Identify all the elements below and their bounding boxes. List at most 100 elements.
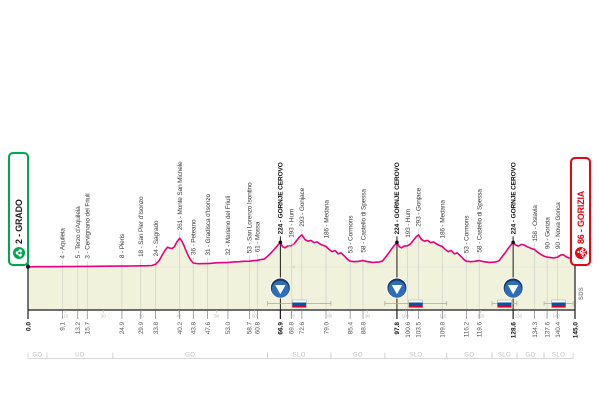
km-label: 140.4 xyxy=(555,322,562,338)
start-town-emblem-icon xyxy=(13,247,25,259)
km-label: 88.8 xyxy=(360,322,367,335)
km-label: 103.5 xyxy=(416,322,423,338)
province-label: UD xyxy=(75,353,85,359)
gpm-down-triangle-icon xyxy=(275,285,286,295)
axis-km-number: 20 xyxy=(101,314,106,319)
axis-km-number: 40 xyxy=(177,314,182,319)
finish-label-box: 86 - GORIZIA xyxy=(570,157,591,266)
waypoint-label: 193 - Hum xyxy=(289,209,296,238)
waypoint-label: 293 - Gonjace xyxy=(416,187,423,226)
axis-km-number: 110 xyxy=(440,314,447,319)
waypoint-label: 3 - Cervignano del Friuli xyxy=(85,193,92,258)
slovenia-flag-red-stripe xyxy=(292,305,307,308)
border-section xyxy=(384,299,448,308)
finish-cyclist-icon xyxy=(575,247,587,259)
route-elevation-trace xyxy=(27,234,576,268)
slovenia-flag-blue-stripe xyxy=(408,302,423,305)
waypoint-label: 32 - Mariano del Friuli xyxy=(225,196,232,255)
km-label: 134.3 xyxy=(532,322,539,338)
waypoint-label: 53 - Cormons xyxy=(464,215,471,253)
axis-km-number: 100 xyxy=(402,314,410,319)
km-label: 40.2 xyxy=(177,322,184,335)
waypoint-label: 186 - Medana xyxy=(440,200,447,239)
axis-km-number: 30 xyxy=(139,314,144,319)
slovenia-flag-white-stripe xyxy=(408,300,423,303)
km-label: 15.7 xyxy=(85,322,92,335)
axis-km-number: 120 xyxy=(477,314,485,319)
km-label: 85.4 xyxy=(348,322,355,335)
province-label: SLO xyxy=(498,353,511,359)
waypoint-label: 31 - Gradisca d'Isonzo xyxy=(205,194,212,256)
axis-km-number: 140 xyxy=(553,314,561,319)
province-label: SLO xyxy=(552,353,565,359)
waypoint-label: 61 - Mossa xyxy=(255,221,262,252)
km-label: 128.6 xyxy=(510,322,517,339)
km-label: 116.2 xyxy=(464,322,471,338)
waypoint-label: 293 - Gonjace xyxy=(299,187,306,226)
start-dot xyxy=(26,264,30,269)
axis-km-number: 90 xyxy=(365,314,370,319)
waypoint-label: 90 - Nova Gorica xyxy=(555,202,562,249)
climb-pass-dot xyxy=(395,240,399,245)
slovenia-flag-icon xyxy=(497,299,512,308)
slovenia-flag-blue-stripe xyxy=(292,302,307,305)
slovenia-flag-red-stripe xyxy=(497,305,512,308)
province-label: GO xyxy=(185,353,195,359)
border-section xyxy=(491,299,518,308)
km-label: 9.1 xyxy=(60,322,67,331)
slovenia-flag-white-stripe xyxy=(551,300,566,303)
km-label: 58.7 xyxy=(247,322,254,335)
km-label: 100.6 xyxy=(405,322,412,338)
slovenia-flag-icon xyxy=(292,299,307,308)
elevation-scale-label: 0 xyxy=(293,265,296,270)
waypoint-label: 90 - Gorizia xyxy=(544,217,551,249)
axis-km-number: 70 xyxy=(290,314,295,319)
slovenia-flag-white-stripe xyxy=(497,300,512,303)
axis-km-number: 130 xyxy=(515,314,523,319)
waypoint-label: 53 - Cormons xyxy=(348,215,355,253)
waypoint-label: 261 - Monte San Michele xyxy=(177,161,184,230)
waypoint-label: 53 - San Lorenzo Isontino xyxy=(247,182,254,253)
climb-label: 224 - GORNJE CEROVO xyxy=(278,162,285,234)
slovenia-flag-white-stripe xyxy=(292,300,307,303)
waypoint-label: 58 - Castello di Spessa xyxy=(477,189,484,253)
axis-km-number: 60 xyxy=(252,314,257,319)
axis-km-number: 50 xyxy=(214,314,219,319)
waypoint-label: 5 - Terzo d'Aquileia xyxy=(75,206,82,258)
waypoint-label: 4 - Aquileia xyxy=(60,228,67,259)
province-label: GO xyxy=(525,353,535,359)
border-section xyxy=(543,299,574,308)
km-label: 29.9 xyxy=(138,322,145,335)
km-label: 13.2 xyxy=(75,322,82,335)
km-label: 72.6 xyxy=(299,322,306,335)
km-label: 43.8 xyxy=(191,322,198,335)
waypoint-label: 18 - San Pier d'Isonzo xyxy=(138,196,145,257)
waypoint-label: 8 - Pieris xyxy=(119,233,126,258)
km-label: 66.9 xyxy=(278,322,285,335)
km-label: 60.8 xyxy=(255,322,262,335)
province-label: GO xyxy=(32,353,42,359)
waypoint-label: 58 - Castello di Spessa xyxy=(360,189,367,253)
gpm-climb-marker xyxy=(502,277,524,299)
slovenia-flag-red-stripe xyxy=(408,305,423,308)
finish-label: 86 - GORIZIA xyxy=(576,190,586,244)
km-label: 33.8 xyxy=(153,322,160,335)
km-label: 119.6 xyxy=(477,322,484,338)
gpm-climb-marker xyxy=(386,277,408,299)
gpm-down-triangle-icon xyxy=(507,285,519,295)
slovenia-flag-red-stripe xyxy=(551,305,566,308)
km-label: 79.0 xyxy=(323,322,330,335)
km-label: 69.8 xyxy=(289,322,296,335)
waypoint-label: 186 - Medana xyxy=(323,200,330,239)
gpm-climb-marker xyxy=(269,277,291,299)
waypoint-label: 24 - Sagrado xyxy=(153,220,160,256)
climb-label: 224 - GORNJE CEROVO xyxy=(510,162,517,234)
km-label: 0.0 xyxy=(25,322,32,331)
km-label: 97.8 xyxy=(394,322,401,335)
axis-km-number: 10 xyxy=(63,314,68,319)
km-label: 137.6 xyxy=(544,322,551,338)
elevation-area xyxy=(28,234,575,310)
km-label: 24.9 xyxy=(119,322,126,335)
